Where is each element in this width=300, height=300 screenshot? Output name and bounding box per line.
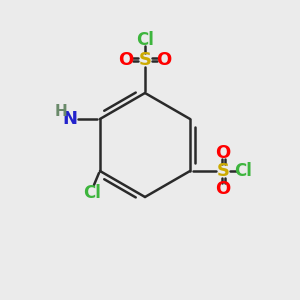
Text: O: O (215, 180, 231, 198)
Text: N: N (62, 110, 77, 128)
Text: S: S (139, 51, 152, 69)
Text: O: O (118, 51, 134, 69)
Text: S: S (217, 162, 230, 180)
Text: H: H (55, 103, 67, 118)
Text: Cl: Cl (83, 184, 101, 202)
Text: O: O (156, 51, 172, 69)
Text: Cl: Cl (136, 31, 154, 49)
Text: O: O (215, 144, 231, 162)
Text: Cl: Cl (234, 162, 252, 180)
